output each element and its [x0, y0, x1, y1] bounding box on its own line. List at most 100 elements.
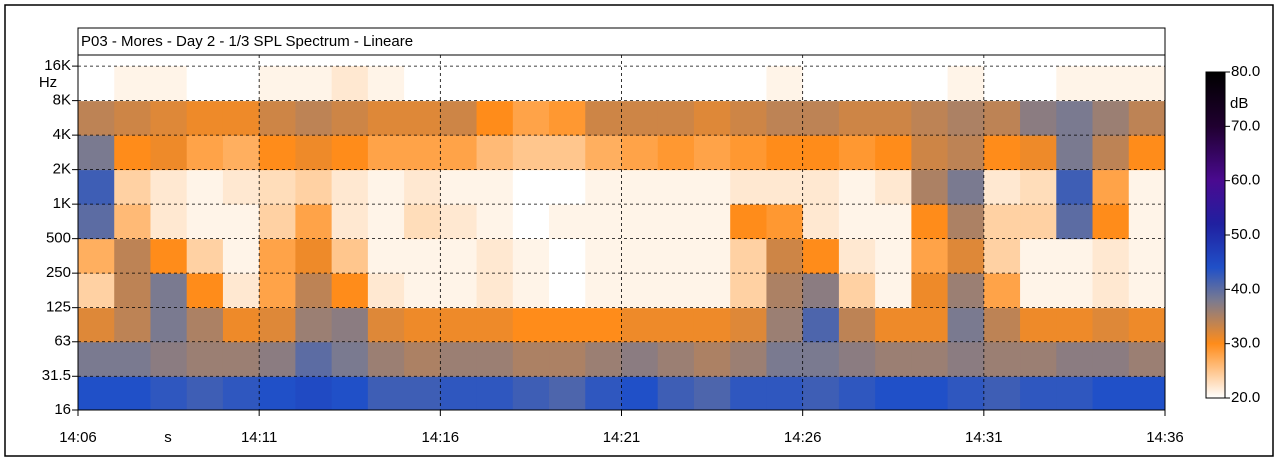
cell [1056, 307, 1094, 343]
cell [693, 169, 731, 205]
cell [549, 238, 586, 274]
cell [186, 376, 224, 411]
cell [367, 376, 405, 411]
cell [621, 169, 659, 205]
cell [367, 135, 405, 171]
cell [585, 341, 622, 377]
cell [838, 376, 876, 411]
cell [476, 204, 514, 240]
y-tick-label: 63 [54, 333, 71, 350]
cell [512, 238, 550, 274]
cell [114, 100, 151, 136]
y-tick-label: 16K [44, 57, 71, 74]
cell [476, 66, 514, 102]
y-tick-label: 2K [53, 161, 71, 178]
cell [911, 204, 949, 240]
cell [404, 100, 441, 136]
cell [947, 135, 985, 171]
cell [331, 273, 369, 309]
cell [150, 66, 188, 102]
cell [802, 204, 840, 240]
cell [802, 238, 840, 274]
cell [911, 135, 949, 171]
cell [1128, 135, 1166, 171]
cell [693, 238, 731, 274]
cell [621, 135, 659, 171]
cell [983, 238, 1021, 274]
cell [1056, 100, 1094, 136]
cell [621, 100, 659, 136]
cell [186, 307, 224, 343]
cell [295, 100, 333, 136]
cell [657, 169, 695, 205]
cell [404, 273, 441, 309]
cell [114, 204, 151, 240]
cell [549, 273, 586, 309]
cell [730, 169, 767, 205]
cell [114, 135, 151, 171]
cell [186, 169, 224, 205]
cell [222, 341, 260, 377]
cell [440, 204, 478, 240]
cell [585, 100, 622, 136]
x-tick-label: 14:31 [965, 429, 1003, 446]
cell [331, 307, 369, 343]
cell [730, 238, 767, 274]
cell [875, 376, 912, 411]
cell [1056, 66, 1094, 102]
cell [1092, 66, 1130, 102]
cell [1020, 204, 1057, 240]
cell [259, 66, 296, 102]
cell [1020, 376, 1057, 411]
cell [983, 100, 1021, 136]
cell [150, 376, 188, 411]
cell [476, 273, 514, 309]
cell [1092, 341, 1130, 377]
cell [838, 169, 876, 205]
cell [259, 341, 296, 377]
cell [657, 273, 695, 309]
cell [1056, 273, 1094, 309]
cell [730, 376, 767, 411]
cell [983, 273, 1021, 309]
cell [186, 341, 224, 377]
cell [404, 204, 441, 240]
cell [549, 204, 586, 240]
cell [404, 341, 441, 377]
cell [186, 238, 224, 274]
cell [693, 100, 731, 136]
cell [186, 204, 224, 240]
cell [802, 135, 840, 171]
colorbar-tick-label: 80.0 [1231, 63, 1260, 80]
cell [730, 341, 767, 377]
cell [585, 238, 622, 274]
y-tick-label: 250 [46, 264, 71, 281]
cell [331, 100, 369, 136]
cell [1056, 238, 1094, 274]
cell [150, 273, 188, 309]
cell [1128, 273, 1166, 309]
cell [802, 376, 840, 411]
cell [259, 135, 296, 171]
cell [1128, 169, 1166, 205]
cell [440, 135, 478, 171]
cell [1020, 100, 1057, 136]
cell [802, 273, 840, 309]
cell [150, 169, 188, 205]
cell [476, 238, 514, 274]
cell [367, 204, 405, 240]
cell [367, 238, 405, 274]
cell [838, 238, 876, 274]
cell [875, 341, 912, 377]
cell [693, 66, 731, 102]
cell [585, 135, 622, 171]
cell [1092, 169, 1130, 205]
cell [150, 204, 188, 240]
cell [222, 204, 260, 240]
cell [911, 169, 949, 205]
cell [585, 66, 622, 102]
cell [549, 169, 586, 205]
cell [766, 169, 804, 205]
cell [367, 273, 405, 309]
cell [1092, 273, 1130, 309]
